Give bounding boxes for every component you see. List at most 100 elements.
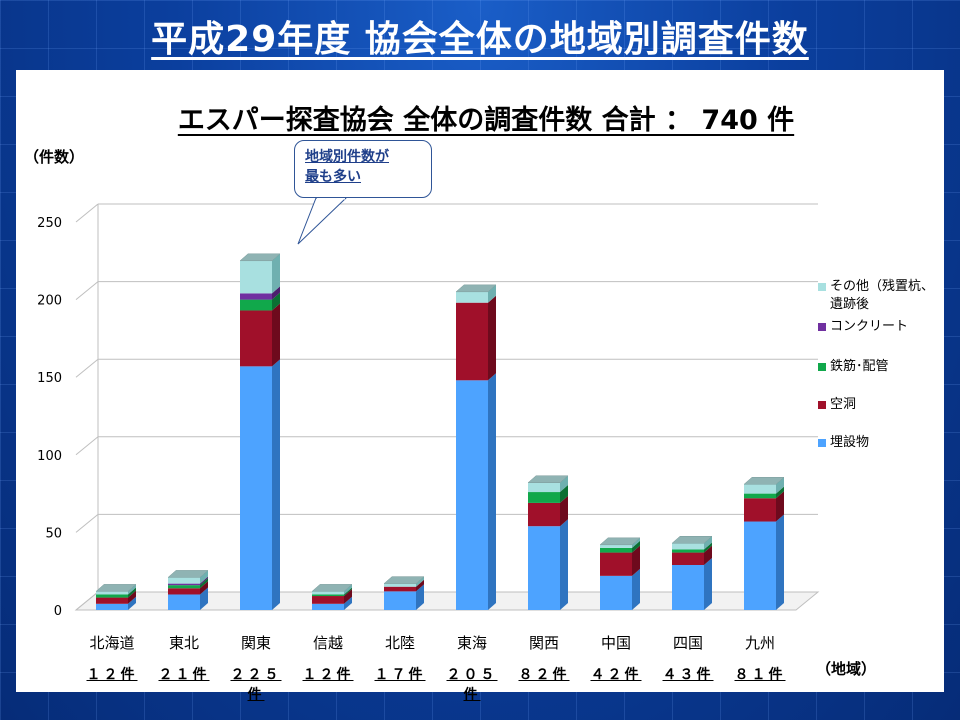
bar-side — [704, 557, 712, 610]
count-label: １２件 — [86, 667, 138, 683]
bar-top-cap — [527, 475, 569, 483]
chart-panel: エスパー探査協会 全体の調査件数 合計 ： 740 件 （件数） （地域） 0 5… — [16, 70, 944, 703]
bar-top-cap — [311, 584, 353, 592]
y-tick-label: 100 — [37, 449, 62, 464]
bar-side — [560, 519, 568, 610]
bar-side — [632, 540, 640, 553]
count-label: ８２件 — [518, 667, 570, 683]
count-label: ４３件 — [662, 667, 714, 683]
callout-line-1: 地域別件数が — [305, 149, 389, 165]
bar-side — [776, 486, 784, 499]
bar-segment — [240, 366, 272, 610]
bar-side — [272, 253, 280, 294]
bar-side — [776, 514, 784, 610]
bar-segment — [240, 310, 272, 367]
count-label: ２０５件 — [446, 667, 498, 703]
bar-side — [416, 579, 424, 592]
bar-side — [200, 578, 208, 589]
y-tick-label: 50 — [45, 526, 62, 541]
bar-segment — [672, 549, 704, 553]
legend-item: 空洞 — [818, 396, 940, 414]
x-tick-label: 信越 — [313, 634, 343, 652]
count-label: ４２件 — [590, 667, 642, 683]
axis-depth-line — [75, 591, 99, 611]
bar-side — [560, 485, 568, 503]
bar-side — [200, 587, 208, 610]
y-tick-label: 150 — [37, 371, 62, 386]
bar-segment — [240, 299, 272, 311]
bar-side — [344, 587, 352, 597]
legend-swatch — [818, 401, 826, 409]
count-label: ２２５件 — [230, 667, 282, 703]
bar-segment — [312, 596, 344, 604]
bar-side — [200, 581, 208, 595]
bar-segment — [312, 591, 344, 595]
legend-swatch — [818, 439, 826, 447]
bar-segment — [672, 564, 704, 610]
legend-label: その他（残置杭、遺跡後 — [830, 279, 935, 312]
bar-top-cap — [95, 584, 137, 592]
bar-side — [632, 568, 640, 610]
bar-segment — [528, 492, 560, 503]
bar-side — [632, 545, 640, 576]
legend-swatch — [818, 283, 826, 291]
y-tick-label: 250 — [37, 216, 62, 231]
bar-segment — [744, 498, 776, 522]
bar-segment — [96, 603, 128, 610]
bar-segment — [744, 493, 776, 499]
gridline-depth — [75, 203, 99, 223]
bar-segment — [168, 583, 200, 586]
bar-side — [128, 590, 136, 604]
bar-side — [272, 286, 280, 300]
legend-item: 埋設物 — [818, 434, 940, 452]
bar-side — [344, 596, 352, 610]
bar-segment — [528, 482, 560, 493]
y-tick-label: 0 — [54, 604, 62, 619]
bar-segment — [384, 586, 416, 592]
bar-side — [344, 589, 352, 604]
bar-segment — [672, 552, 704, 565]
bar-segment — [456, 380, 488, 610]
legend-item: コンクリート — [818, 318, 940, 336]
bar-segment — [600, 552, 632, 576]
bar-top-cap — [167, 570, 209, 578]
bar-side — [560, 475, 568, 493]
bar-side — [344, 584, 352, 595]
bar-side — [200, 576, 208, 586]
bar-side — [272, 303, 280, 367]
bar-segment — [456, 291, 488, 303]
bar-segment — [168, 585, 200, 589]
legend-swatch — [818, 323, 826, 331]
bar-segment — [168, 577, 200, 584]
bar-side — [128, 587, 136, 598]
bar-top-cap — [743, 477, 785, 485]
chart-title: エスパー探査協会 全体の調査件数 合計 ： 740 件 — [177, 105, 795, 136]
bar-segment — [672, 543, 704, 550]
count-label: １２件 — [302, 667, 354, 683]
x-axis-label: （地域） — [816, 660, 877, 678]
bar-side — [488, 373, 496, 610]
slide-title: 平成29年度 協会全体の地域別調査件数 — [151, 19, 809, 60]
bar-segment — [744, 521, 776, 610]
callout-pointer — [297, 197, 348, 245]
bar-side — [128, 584, 136, 595]
gridline-depth — [75, 436, 99, 456]
bar-segment — [96, 594, 128, 598]
x-tick-label: 九州 — [745, 634, 775, 652]
legend-swatch — [818, 363, 826, 371]
bar-top-cap — [239, 253, 281, 262]
gridline-depth — [75, 281, 99, 300]
bar-side — [272, 359, 280, 610]
x-tick-label: 東海 — [457, 634, 487, 652]
bar-side — [272, 292, 280, 311]
bar-segment — [600, 547, 632, 553]
x-tick-label: 東北 — [169, 634, 199, 652]
bar-side — [416, 584, 424, 610]
gridline-depth — [75, 358, 99, 378]
bar-side — [704, 536, 712, 550]
bar-top-cap — [383, 576, 425, 584]
bar-segment — [312, 594, 344, 597]
x-tick-label: 北陸 — [385, 634, 415, 652]
callout-line-2: 最も多い — [305, 169, 361, 185]
x-tick-label: 関西 — [529, 634, 559, 652]
